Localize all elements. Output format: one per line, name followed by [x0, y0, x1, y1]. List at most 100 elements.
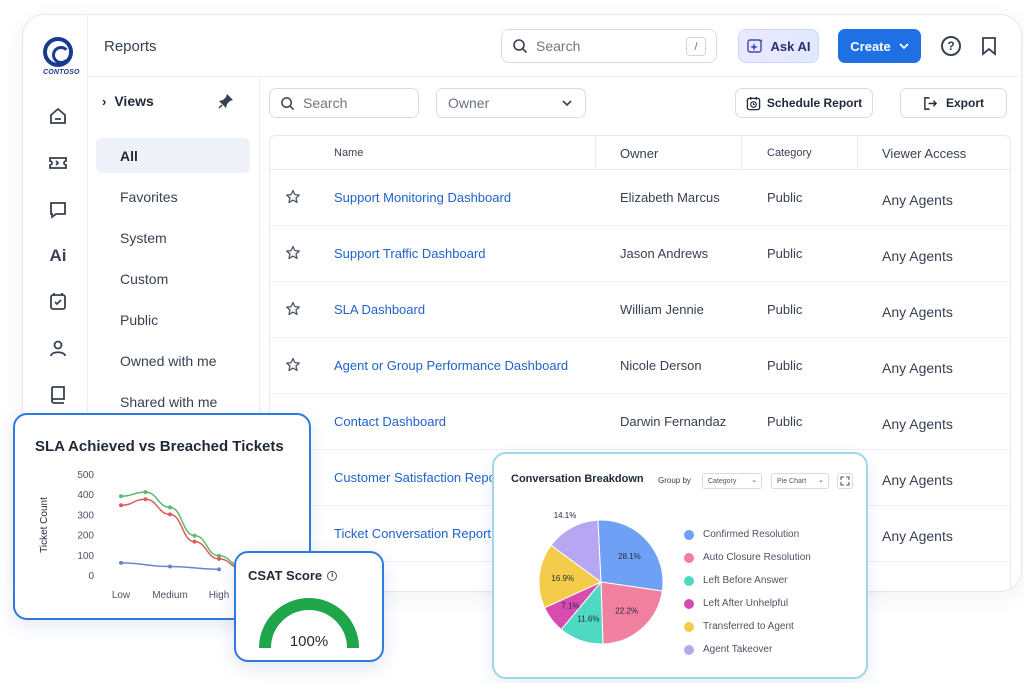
view-item-system[interactable]: System — [120, 229, 167, 246]
logo-text: CONTOSO — [43, 69, 80, 76]
create-label: Create — [850, 38, 891, 54]
pie-data-label: 11.6% — [577, 614, 599, 623]
ask-ai-label: Ask AI — [770, 38, 811, 54]
report-name-link[interactable]: Contact Dashboard — [334, 414, 447, 429]
view-item-all[interactable]: All — [96, 138, 250, 173]
global-search[interactable]: / — [501, 29, 717, 63]
ticket-icon[interactable] — [47, 152, 69, 174]
legend-swatch — [684, 552, 694, 563]
legend-swatch — [684, 621, 694, 632]
chat-icon[interactable] — [47, 199, 69, 221]
pie-data-label: 7.1% — [561, 601, 579, 610]
column-header-category[interactable]: Category — [767, 147, 812, 159]
contact-user-icon[interactable] — [47, 337, 69, 359]
conversation-pie-chart: 28.1% 22.2% 11.6% 7.1% 16.9% 14.1% — [538, 511, 664, 645]
pie-slice — [597, 519, 664, 592]
help-icon[interactable]: ? — [941, 36, 961, 56]
info-icon[interactable]: i — [327, 570, 338, 581]
report-name-link[interactable]: Support Traffic Dashboard — [334, 246, 486, 261]
reports-table: Name Owner Category Viewer Access Suppor… — [269, 135, 1011, 591]
table-row[interactable]: SLA Dashboard William Jennie Public Any Age… — [270, 282, 1010, 338]
csat-title: CSAT Score i — [248, 568, 338, 583]
chart-type-select[interactable]: Pie Chart ⌄ — [771, 473, 829, 489]
home-icon[interactable] — [47, 105, 69, 127]
report-owner: Jason Andrews — [620, 246, 709, 261]
ask-ai-button[interactable]: Ask AI — [738, 29, 819, 63]
report-name-link[interactable]: Support Monitoring Dashboard — [334, 190, 512, 205]
chevron-down-icon: ⌄ — [751, 477, 757, 484]
export-icon — [924, 96, 938, 110]
column-header-name[interactable]: Name — [334, 147, 364, 159]
ai-icon[interactable]: Ai — [49, 246, 67, 265]
view-item-custom[interactable]: Custom — [120, 270, 169, 287]
report-category: Public — [767, 190, 803, 205]
views-toggle[interactable]: › Views — [102, 93, 232, 109]
owner-filter-label: Owner — [448, 95, 490, 111]
column-divider — [741, 136, 742, 170]
column-divider — [857, 136, 858, 170]
create-button[interactable]: Create — [838, 29, 921, 63]
legend-item[interactable]: Confirmed Resolution — [684, 529, 799, 540]
page-title: Reports — [104, 38, 157, 55]
legend-item[interactable]: Left After Unhelpful — [684, 598, 788, 609]
y-tick-label: 200 — [77, 531, 94, 542]
search-icon — [513, 39, 528, 54]
gauge-fill — [259, 598, 359, 649]
views-sidebar: › Views All Favorites System Custom Publ… — [88, 77, 260, 591]
legend-item[interactable]: Agent Takeover — [684, 644, 772, 655]
legend-item[interactable]: Auto Closure Resolution — [684, 552, 811, 563]
report-name-link[interactable]: Ticket Conversation Report — [334, 526, 492, 541]
favorite-star-icon[interactable] — [285, 245, 301, 266]
legend-item[interactable]: Transferred to Agent — [684, 621, 794, 632]
report-viewer-access: Any Agents — [882, 192, 953, 208]
report-search[interactable] — [269, 88, 419, 118]
report-name-link[interactable]: Customer Satisfaction Report — [334, 470, 504, 485]
owner-filter-select[interactable]: Owner — [436, 88, 586, 118]
views-heading: Views — [114, 93, 154, 109]
report-viewer-access: Any Agents — [882, 416, 953, 432]
favorite-star-icon[interactable] — [285, 301, 301, 322]
pie-slice — [600, 581, 663, 645]
y-tick-label: 0 — [88, 571, 94, 582]
report-search-input[interactable] — [303, 95, 403, 111]
view-item-public[interactable]: Public — [120, 311, 159, 328]
report-name-link[interactable]: Agent or Group Performance Dashboard — [334, 358, 569, 373]
column-header-owner[interactable]: Owner — [620, 145, 659, 161]
column-header-viewer-access[interactable]: Viewer Access — [882, 145, 967, 161]
report-name-link[interactable]: SLA Dashboard — [334, 302, 426, 317]
view-item-shared[interactable]: Shared with me — [120, 393, 218, 410]
legend-swatch — [684, 644, 694, 655]
table-row[interactable]: Agent or Group Performance Dashboard Nico… — [270, 338, 1010, 394]
expand-icon[interactable] — [837, 473, 853, 489]
export-button[interactable]: Export — [900, 88, 1007, 118]
contoso-logo[interactable]: CONTOSO — [43, 37, 80, 83]
table-row[interactable]: Support Monitoring Dashboard Elizabeth Ma… — [270, 170, 1010, 226]
favorite-star-icon[interactable] — [285, 189, 301, 210]
knowledge-book-icon[interactable] — [47, 383, 69, 405]
report-owner: William Jennie — [620, 302, 704, 317]
sla-line-chart: 0 100 200 300 400 500 Low Medium High Ticket Coun… — [39, 470, 242, 601]
logo-mark-icon — [43, 37, 73, 67]
legend-label: Left After Unhelpful — [703, 598, 789, 609]
favorite-star-icon[interactable] — [285, 357, 301, 378]
csat-gauge — [259, 598, 359, 649]
search-icon — [281, 96, 295, 110]
group-by-select[interactable]: Category ⌄ — [702, 473, 762, 489]
global-search-input[interactable] — [536, 38, 676, 54]
data-point — [168, 564, 172, 569]
pin-icon[interactable] — [218, 93, 234, 114]
table-row[interactable]: Support Traffic Dashboard Jason Andrews Pu… — [270, 226, 1010, 282]
data-point — [217, 567, 221, 572]
view-item-favorites[interactable]: Favorites — [120, 188, 178, 205]
data-point — [217, 553, 221, 558]
table-row[interactable]: Contact Dashboard Darwin Fernandaz Public A… — [270, 394, 1010, 450]
schedule-report-button[interactable]: Schedule Report — [735, 88, 873, 118]
task-check-icon[interactable] — [47, 290, 69, 312]
pie-data-label: 14.1% — [554, 511, 577, 520]
series-line — [120, 498, 242, 569]
legend-swatch — [684, 529, 694, 540]
bookmark-icon[interactable] — [981, 36, 997, 61]
sla-chart-title: SLA Achieved vs Breached Tickets — [35, 438, 284, 455]
legend-item[interactable]: Left Before Answer — [684, 575, 788, 586]
view-item-owned[interactable]: Owned with me — [120, 352, 217, 369]
